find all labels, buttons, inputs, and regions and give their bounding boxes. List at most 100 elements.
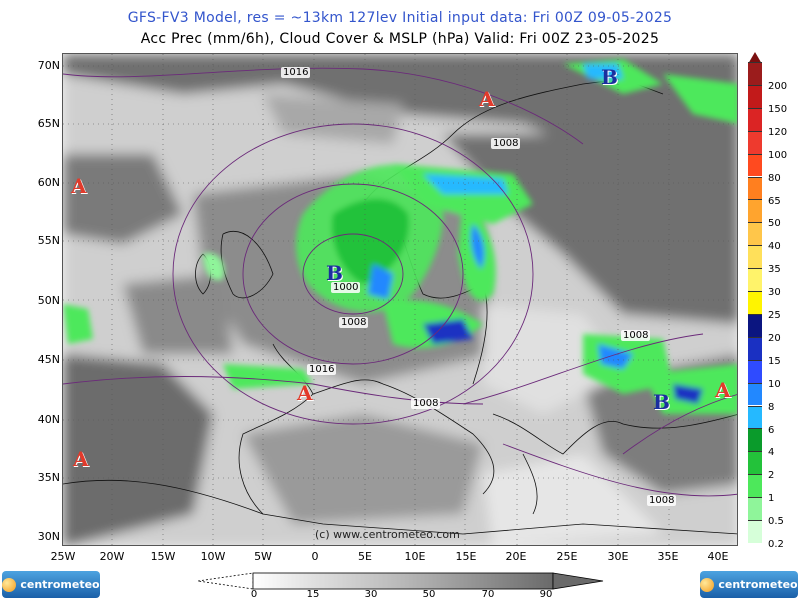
colorbar-segment [748,451,762,475]
colorbar-label: 65 [768,195,781,207]
weather-map: A A A A A B B B 1016 1008 1000 1008 1016… [62,53,738,546]
sun-logo-icon [700,577,715,592]
colorbar-segment [748,313,762,337]
centrometeo-logo-right[interactable]: centrometeo [700,571,798,598]
colorbar-label: 8 [768,401,775,413]
cloud-colorbar-label: 0 [250,589,258,600]
low-pressure-marker: B [653,390,670,414]
isobar-label: 1008 [339,317,369,328]
colorbar-segment [748,107,762,131]
colorbar-label: 35 [768,264,781,276]
colorbar-label: 25 [768,310,781,321]
colorbar-label: 200 [768,81,788,92]
colorbar-label: 0.5 [768,516,784,528]
high-pressure-marker: A [73,447,89,471]
cloud-colorbar-label: 70 [481,589,495,600]
cloud-colorbar-label: 15 [306,589,320,600]
header-title-fields: Acc Prec (mm/6h), Cloud Cover & MSLP (hP… [140,31,660,47]
graticule [63,54,737,545]
colorbar-segment [748,382,762,406]
cloud-colorbar [198,572,604,590]
colorbar-segment [748,428,762,452]
colorbar-label: 80 [768,172,781,184]
colorbar-arrow-icon [748,52,762,64]
colorbar-label: 50 [768,218,781,230]
colorbar-label: 15 [768,355,781,367]
colorbar-label: 40 [768,241,781,253]
high-pressure-marker: A [479,87,495,111]
lat-tick-label: 40N [37,413,60,426]
low-pressure-marker: B [601,65,618,89]
lon-tick-label: 20W [99,550,125,563]
colorbar-label: 120 [768,126,788,138]
isobar-label: 1008 [491,138,521,149]
high-pressure-marker: A [71,174,87,198]
header-title-model: GFS-FV3 Model, res = ~13km 127lev Initia… [127,10,673,26]
colorbar-label: 6 [768,424,775,436]
colorbar-segment [748,199,762,223]
lat-tick-label: 50N [37,294,60,307]
isobar-label: 1016 [281,67,311,78]
high-pressure-marker: A [297,381,313,405]
isobar-label: 1008 [647,495,677,506]
lat-tick-label: 60N [37,176,60,189]
lat-tick-label: 35N [37,471,60,484]
lon-tick-label: 25W [50,550,76,563]
isobar-label: 1000 [331,282,361,293]
sun-logo-icon [2,577,17,592]
cloud-colorbar-label: 50 [422,589,436,600]
copyright-text: (c) www.centrometeo.com [315,528,460,541]
colorbar-segment [748,62,762,85]
lon-tick-label: 20E [505,550,527,563]
high-pressure-marker: A [715,378,731,402]
colorbar-label: 20 [768,332,781,344]
colorbar-segment [748,520,762,543]
colorbar-label: 100 [768,149,788,161]
colorbar-label: 10 [768,378,781,390]
low-pressure-marker: B [326,261,343,285]
lon-tick-label: 30E [607,550,629,563]
cloud-colorbar-label: 90 [539,589,553,600]
isobar-label: 1008 [411,398,441,409]
lat-tick-label: 55N [37,234,60,247]
colorbar-segment [748,176,762,200]
colorbar-label: 0.2 [768,539,784,550]
lon-tick-label: 5E [358,550,372,563]
centrometeo-logo-left[interactable]: centrometeo [2,571,100,598]
colorbar-segment [748,405,762,429]
lat-tick-label: 65N [37,117,60,130]
lon-tick-label: 40E [707,550,729,563]
lat-tick-label: 45N [37,353,60,366]
lon-tick-label: 10W [200,550,226,563]
colorbar-segment [748,336,762,360]
colorbar-segment [748,474,762,498]
logo-text: centrometeo [718,578,798,591]
colorbar-segment [748,359,762,383]
colorbar-label: 4 [768,447,775,459]
colorbar-label: 30 [768,287,781,299]
lon-tick-label: 35E [657,550,679,563]
colorbar-segment [748,245,762,269]
colorbar-segment [748,84,762,108]
colorbar-label: 1 [768,493,775,505]
lon-tick-label: 0 [311,550,319,563]
lon-tick-label: 5W [254,550,272,563]
lon-tick-label: 15W [150,550,176,563]
colorbar-segment [748,291,762,314]
lon-tick-label: 25E [556,550,578,563]
colorbar-label: 150 [768,103,788,115]
colorbar-segment [748,130,762,154]
lon-tick-label: 15E [455,550,477,563]
logo-text: centrometeo [20,578,100,591]
precipitation-layer [63,59,737,414]
map-canvas [63,54,737,545]
cloud-colorbar-label: 30 [364,589,378,600]
lat-tick-label: 30N [37,530,60,543]
lat-tick-label: 70N [37,59,60,72]
isobar-label: 1016 [307,364,337,375]
colorbar-segment [748,497,762,520]
colorbar-label: 2 [768,470,775,482]
colorbar-segment [748,268,762,291]
colorbar-segment [748,153,762,177]
isobar-label: 1008 [621,330,651,341]
